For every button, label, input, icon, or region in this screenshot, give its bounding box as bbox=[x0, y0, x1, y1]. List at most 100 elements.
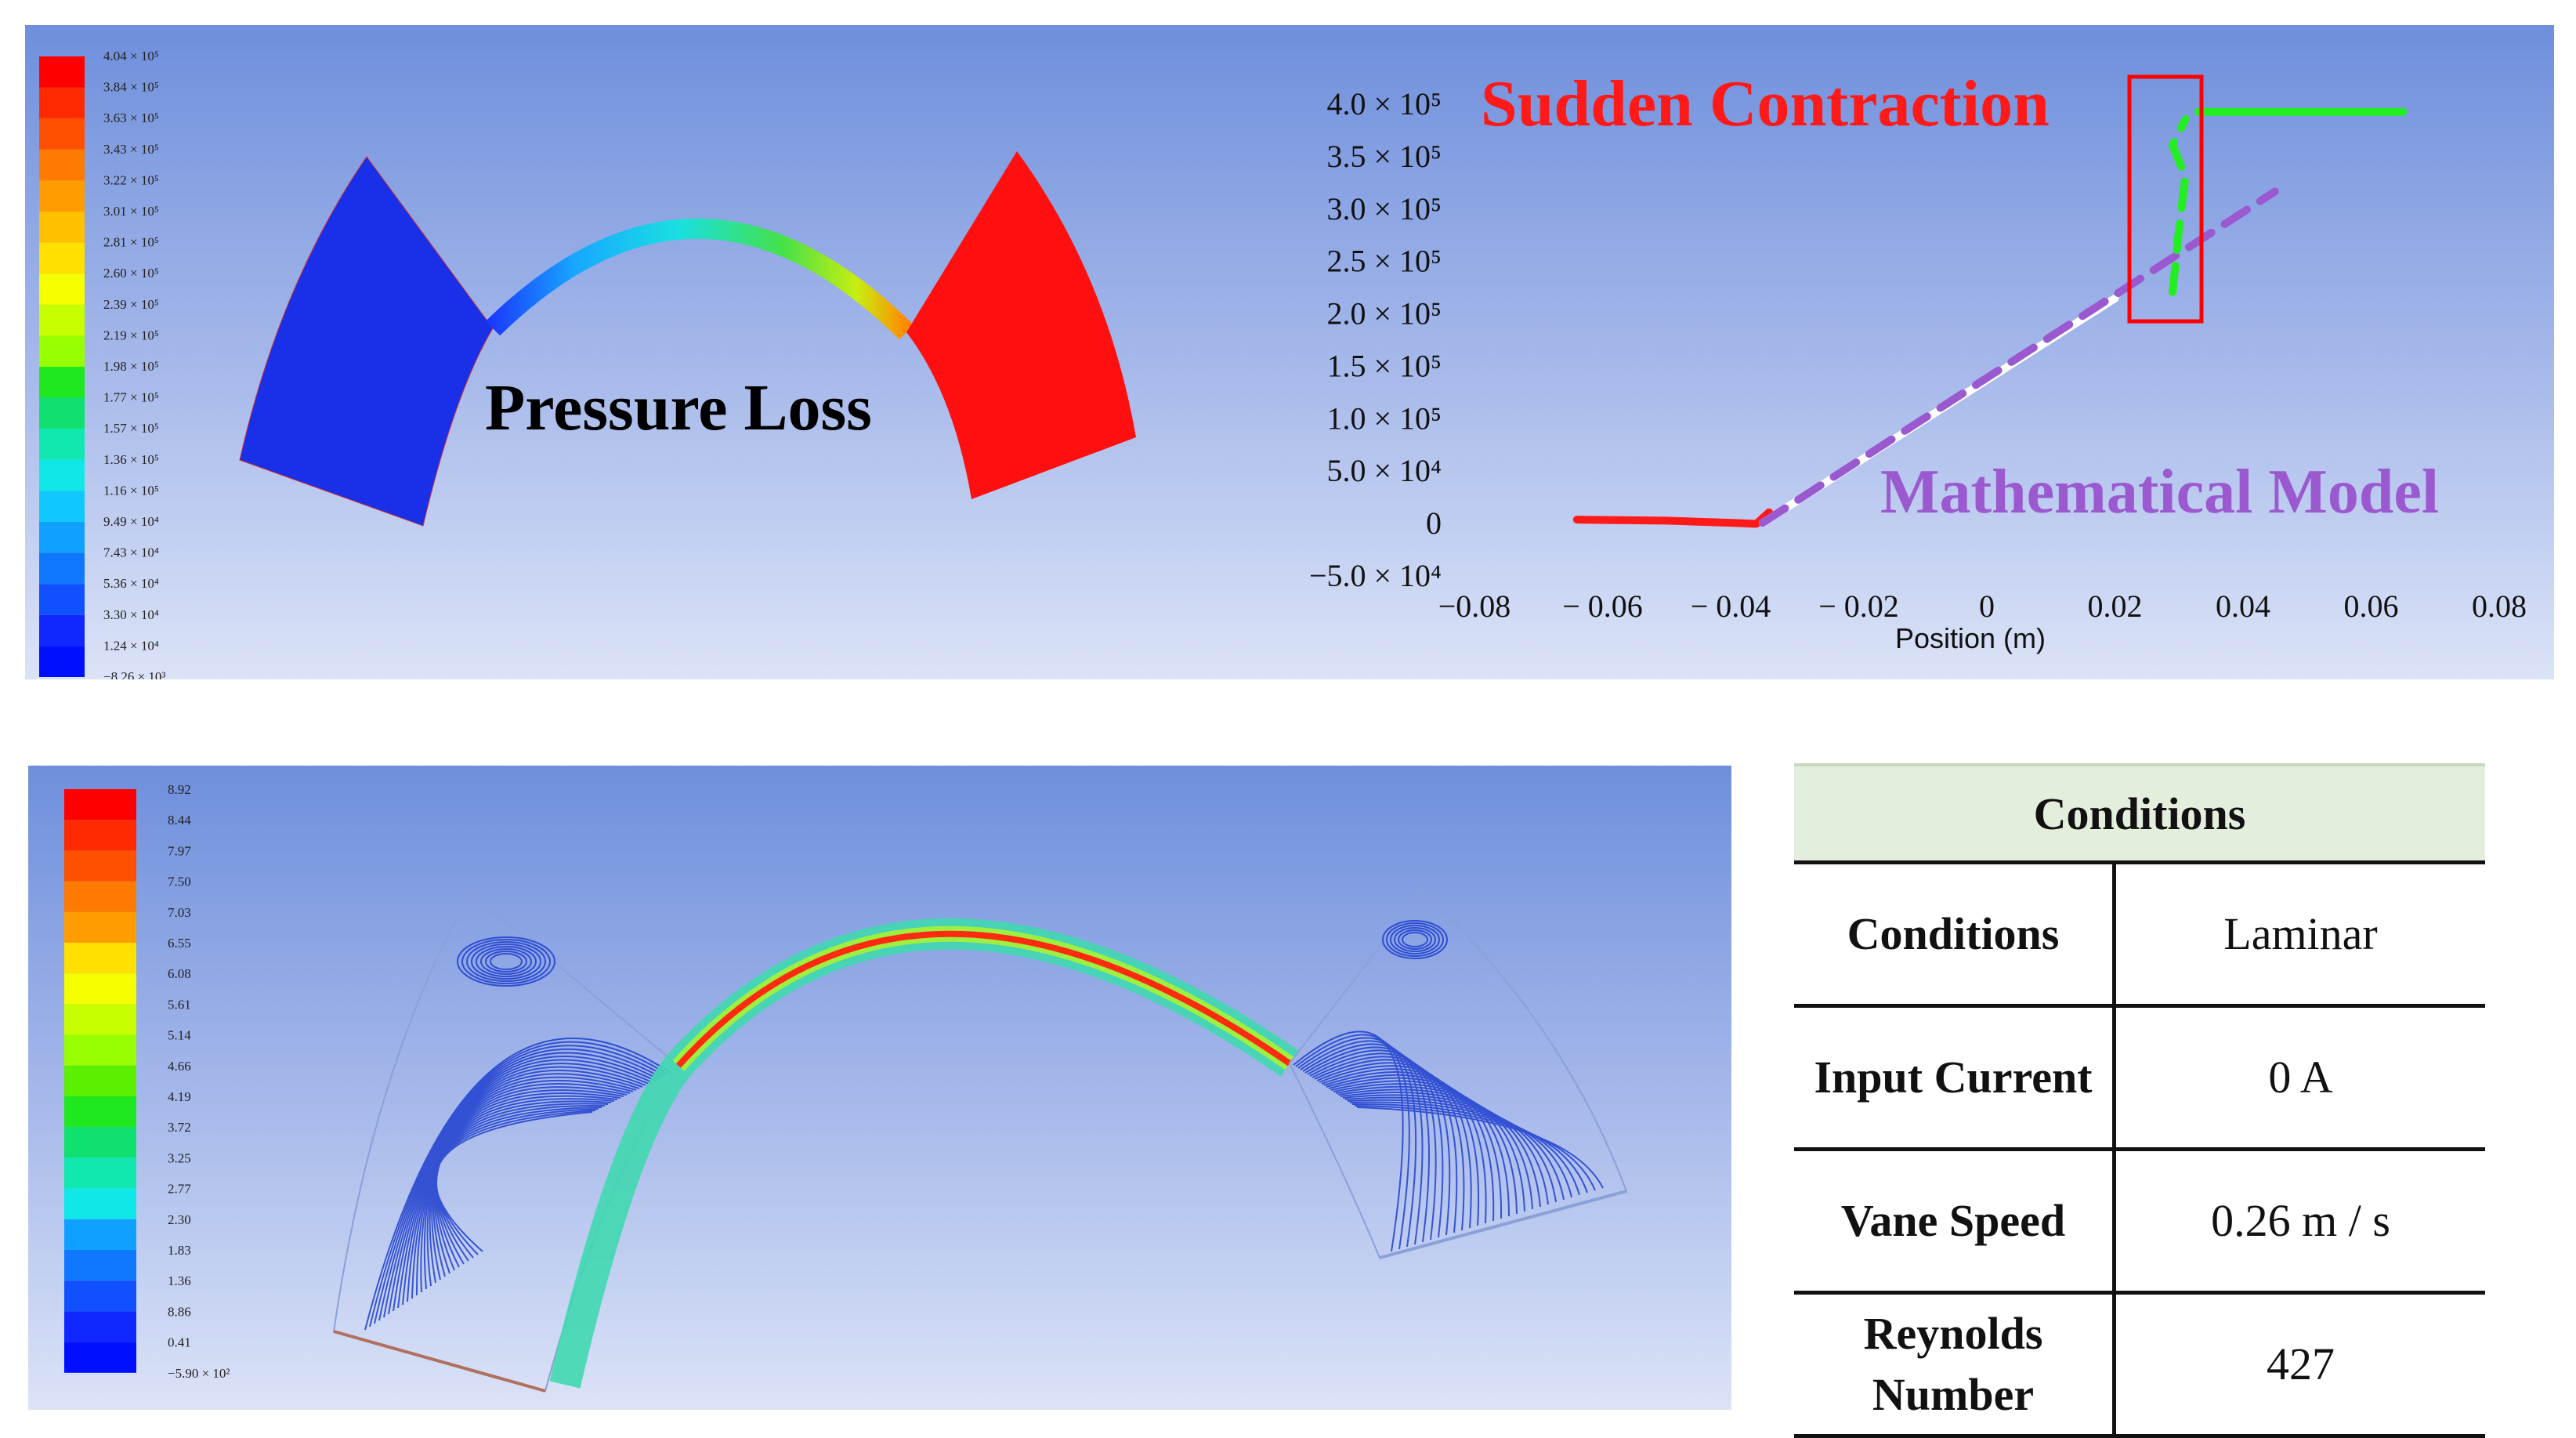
legend-label: 5.14 bbox=[168, 1028, 191, 1043]
vortex-ring bbox=[480, 948, 532, 975]
row-label: Input Current bbox=[1794, 1005, 2116, 1151]
streamline bbox=[435, 1111, 593, 1252]
pressure-contour-panel: 4.04 × 10⁵ 3.84 × 10⁵ 3.63 × 10⁵ 3.43 × 10⁵… bbox=[25, 25, 1271, 679]
legend-swatch bbox=[39, 118, 85, 150]
legend-swatch bbox=[39, 491, 85, 522]
x-tick-label: 0.08 bbox=[2472, 589, 2527, 624]
streamline bbox=[1344, 1096, 1565, 1201]
legend-label: 3.30 × 10⁴ bbox=[103, 607, 159, 622]
legend-swatch bbox=[39, 429, 85, 460]
y-tick-label: 4.0 × 10⁵ bbox=[1326, 86, 1442, 121]
legend-swatch bbox=[39, 273, 85, 305]
right-chamber-outline bbox=[1288, 889, 1628, 1259]
streamline bbox=[411, 1073, 640, 1299]
streamline bbox=[393, 1059, 653, 1312]
streamline bbox=[426, 1086, 628, 1287]
vortex-ring bbox=[1390, 925, 1440, 954]
x-tick-label: −0.08 bbox=[1438, 589, 1511, 624]
vortex-ring bbox=[1386, 922, 1444, 957]
legend-label: 1.36 × 10⁵ bbox=[103, 452, 159, 467]
legend-label: −8.26 × 10³ bbox=[103, 669, 166, 679]
legend-swatch bbox=[64, 1311, 136, 1342]
row-label: Conditions bbox=[1794, 862, 2116, 1008]
legend-label: 6.55 bbox=[168, 936, 191, 951]
legend-label: 2.30 bbox=[168, 1212, 191, 1227]
pressure-loss-label: Pressure Loss bbox=[485, 371, 872, 444]
legend-swatch bbox=[64, 1219, 136, 1250]
legend-swatch bbox=[64, 1342, 136, 1373]
legend-swatch bbox=[39, 87, 85, 119]
legend-label: 2.19 × 10⁵ bbox=[103, 328, 159, 342]
legend-swatch bbox=[39, 335, 85, 367]
streamline bbox=[420, 1080, 634, 1293]
legend-swatch bbox=[64, 1034, 136, 1066]
legend-swatch bbox=[39, 212, 85, 243]
table-row: Reynolds Number 427 bbox=[1794, 1292, 2485, 1438]
streamline bbox=[397, 1063, 649, 1309]
legend-label: 7.03 bbox=[168, 905, 191, 920]
legend-label: 7.97 bbox=[168, 843, 191, 858]
streamline bbox=[429, 1089, 624, 1284]
right-chamber bbox=[906, 151, 1136, 499]
legend-swatch bbox=[64, 1127, 136, 1158]
streamline bbox=[402, 1066, 646, 1306]
y-tick-label: 2.0 × 10⁵ bbox=[1326, 296, 1442, 331]
legend-swatch bbox=[39, 552, 85, 585]
vortex-ring bbox=[457, 936, 555, 987]
x-axis-ticks: −0.08 − 0.06 − 0.04 − 0.02 0 0.02 0.04 0.06 0.08 bbox=[1438, 589, 2527, 624]
streamline bbox=[432, 1095, 618, 1277]
channel-arc bbox=[485, 218, 914, 340]
streamline bbox=[423, 1083, 631, 1290]
legend-label: 4.04 × 10⁵ bbox=[103, 49, 159, 63]
legend-label: 6.08 bbox=[168, 966, 191, 981]
legend-swatch bbox=[64, 1188, 136, 1219]
legend-label: 3.22 × 10⁵ bbox=[103, 172, 159, 187]
pressure-plot-panel: 4.0 × 10⁵ 3.5 × 10⁵ 3.0 × 10⁵ 2.5 × 10⁵ 2.0 … bbox=[1261, 25, 2554, 679]
vortex-ring bbox=[461, 939, 551, 984]
legend-swatch bbox=[39, 304, 85, 336]
streamline bbox=[1349, 1101, 1580, 1196]
vortex-ring bbox=[1394, 927, 1436, 952]
contraction-box bbox=[2127, 74, 2204, 324]
x-tick-label: 0.02 bbox=[2088, 589, 2143, 624]
streamline bbox=[383, 1052, 659, 1318]
streamline bbox=[1351, 1103, 1588, 1194]
legend-swatch bbox=[39, 180, 85, 212]
table-row: Conditions Laminar bbox=[1794, 862, 2485, 1008]
y-tick-label: 1.5 × 10⁵ bbox=[1326, 348, 1442, 383]
legend-label: 7.43 × 10⁴ bbox=[103, 545, 159, 560]
legend-swatch bbox=[64, 881, 136, 912]
y-axis-ticks: 4.0 × 10⁵ 3.5 × 10⁵ 3.0 × 10⁵ 2.5 × 10⁵ 2.0 … bbox=[1309, 86, 1442, 593]
x-tick-label: − 0.06 bbox=[1562, 589, 1643, 624]
legend-swatch bbox=[39, 242, 85, 274]
pressure-geometry bbox=[239, 151, 1136, 527]
legend-label: 0.41 bbox=[168, 1335, 191, 1350]
y-tick-label: −5.0 × 10⁴ bbox=[1309, 558, 1442, 593]
series-line-2 bbox=[1758, 187, 2279, 527]
vortex-ring bbox=[490, 953, 523, 970]
vortex-ring bbox=[1402, 932, 1428, 947]
legend-label: 2.39 × 10⁵ bbox=[103, 297, 159, 312]
x-tick-label: 0.06 bbox=[2344, 589, 2399, 624]
velocity-legend: 8.92 8.44 7.97 7.50 7.03 6.55 6.08 5.61 5.14 4.66… bbox=[64, 782, 230, 1381]
legend-swatch bbox=[64, 1280, 136, 1312]
conditions-table: Conditions Conditions Laminar Input Curr… bbox=[1794, 763, 2485, 1438]
streamline bbox=[1295, 1034, 1410, 1250]
legend-label: 3.43 × 10⁵ bbox=[103, 142, 159, 157]
sudden-contraction-label: Sudden Contraction bbox=[1481, 67, 2050, 140]
legend-swatch bbox=[39, 367, 85, 398]
legend-swatch bbox=[39, 646, 85, 677]
vortex-ring bbox=[1398, 929, 1432, 950]
streamline-geometry bbox=[332, 889, 1628, 1393]
legend-label: 8.44 bbox=[168, 813, 191, 828]
vortex-ring bbox=[466, 941, 546, 982]
legend-label: 4.66 bbox=[168, 1059, 191, 1074]
legend-label: 1.83 bbox=[168, 1243, 191, 1258]
streamline bbox=[436, 1107, 602, 1262]
legend-label: 5.61 bbox=[168, 997, 191, 1012]
legend-label: 3.25 bbox=[168, 1150, 191, 1165]
legend-label: 1.77 × 10⁵ bbox=[103, 390, 159, 405]
vortex-ring bbox=[1382, 920, 1448, 959]
series-line-0 bbox=[1572, 508, 1774, 528]
legend-swatch bbox=[64, 1157, 136, 1189]
